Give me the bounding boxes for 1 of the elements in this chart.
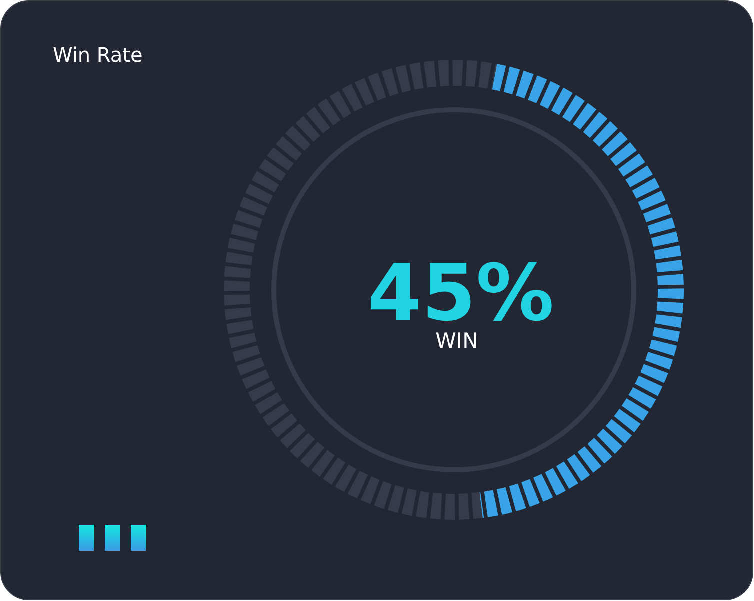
chart-title: Win Rate (53, 43, 143, 67)
